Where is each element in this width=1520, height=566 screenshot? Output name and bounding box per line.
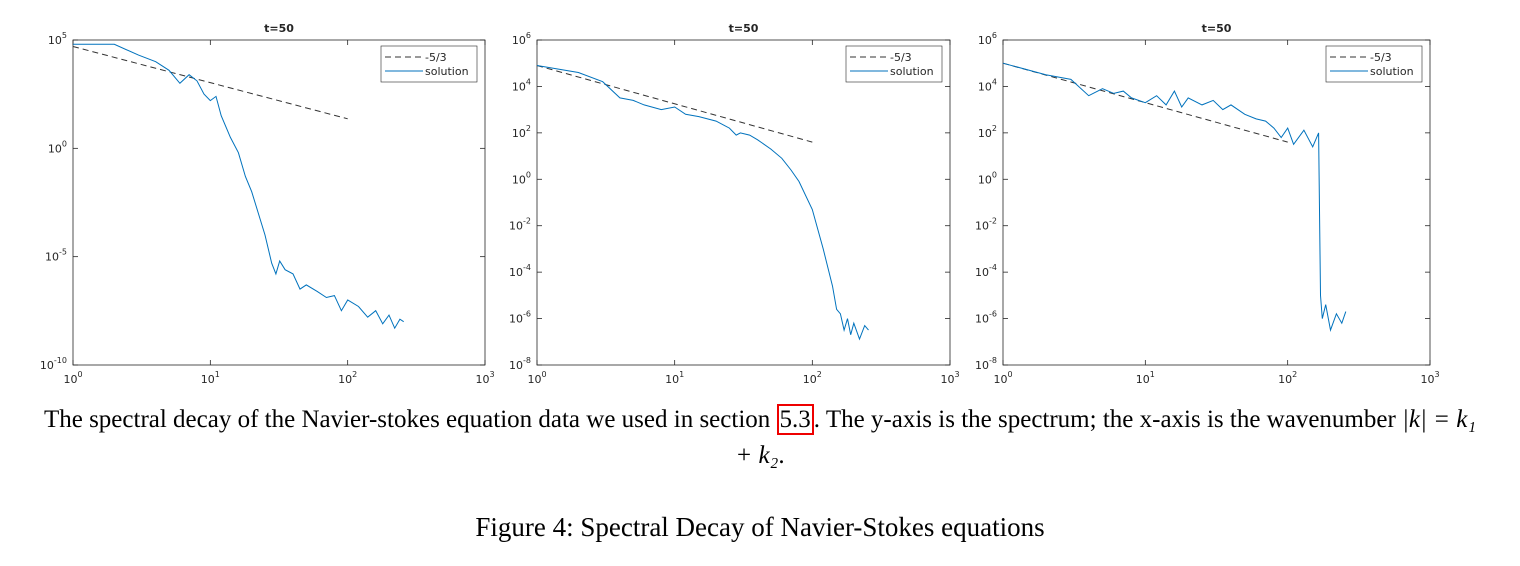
y-tick-label: 10-2: [509, 217, 531, 233]
y-tick-label: 10-4: [975, 263, 997, 279]
x-tick-label: 101: [201, 370, 220, 386]
y-tick-label: 10-6: [509, 310, 531, 326]
legend-label: solution: [1370, 65, 1414, 78]
caption-text: . The y-axis is the spectrum; the x-axis…: [813, 406, 1403, 433]
y-tick-label: 102: [512, 124, 531, 140]
caption-text: The spectral decay of the Navier-stokes …: [43, 406, 777, 433]
y-tick-label: 10-4: [509, 263, 531, 279]
series-line: [1002, 62, 1347, 332]
plot-area: [72, 39, 486, 366]
x-tick-label: 102: [1278, 370, 1297, 386]
figure-caption: Figure 4: Spectral Decay of Navier-Stoke…: [475, 512, 1045, 542]
caption-text: .: [778, 442, 785, 469]
caption-math: |k| = k₁ + k₂: [735, 406, 1477, 469]
x-tick-label: 103: [940, 370, 959, 386]
y-tick-label: 100: [48, 139, 67, 155]
series-line: [72, 46, 348, 120]
series-line: [73, 43, 404, 330]
y-tick-label: 100: [512, 170, 531, 186]
x-tick-label: 101: [1136, 370, 1155, 386]
x-tick-label: 100: [527, 370, 546, 386]
y-tick-label: 104: [978, 77, 997, 93]
plot-area: [536, 39, 951, 366]
x-tick-label: 103: [1420, 370, 1439, 386]
x-tick-label: 103: [475, 370, 494, 386]
x-tick-label: 102: [803, 370, 822, 386]
chart: t=50 100 101 102 103 10-10 10-5 100 105 -5/3solut…: [40, 22, 495, 386]
legend-label: solution: [890, 65, 934, 78]
legend-label: -5/3: [890, 51, 912, 64]
y-tick-label: 100: [978, 170, 997, 186]
series-line: [536, 65, 869, 341]
y-tick-label: 10-8: [975, 356, 997, 372]
y-tick-label: 102: [978, 124, 997, 140]
y-tick-label: 10-5: [45, 248, 67, 264]
legend-label: -5/3: [1370, 51, 1392, 64]
y-tick-label: 105: [48, 31, 67, 47]
y-tick-label: 106: [978, 31, 997, 47]
caption: The spectral decay of the Navier-stokes …: [0, 402, 1520, 474]
chart: t=50 100 101 102 103 10-8 10-6 10-4 10-2 100 102 10…: [509, 22, 960, 386]
y-tick-label: 104: [512, 77, 531, 93]
x-tick-label: 101: [665, 370, 684, 386]
chart-title: t=50: [1202, 22, 1232, 35]
series-line: [536, 65, 813, 143]
chart-title: t=50: [264, 22, 294, 35]
section-link[interactable]: 5.3: [776, 404, 814, 435]
chart: t=50 100 101 102 103 10-8 10-6 10-4 10-2 100 102 10…: [975, 22, 1440, 386]
y-tick-label: 10-8: [509, 356, 531, 372]
x-tick-label: 100: [63, 370, 82, 386]
legend-box: [380, 45, 478, 83]
y-tick-label: 10-10: [40, 356, 67, 372]
x-tick-label: 100: [993, 370, 1012, 386]
legend-label: solution: [425, 65, 469, 78]
y-tick-label: 10-2: [975, 217, 997, 233]
x-tick-label: 102: [338, 370, 357, 386]
plot-area: [1002, 39, 1431, 366]
y-tick-label: 10-6: [975, 310, 997, 326]
y-tick-label: 106: [512, 31, 531, 47]
legend-box: [845, 45, 943, 83]
legend-label: -5/3: [425, 51, 447, 64]
chart-title: t=50: [729, 22, 759, 35]
legend-box: [1325, 45, 1423, 83]
